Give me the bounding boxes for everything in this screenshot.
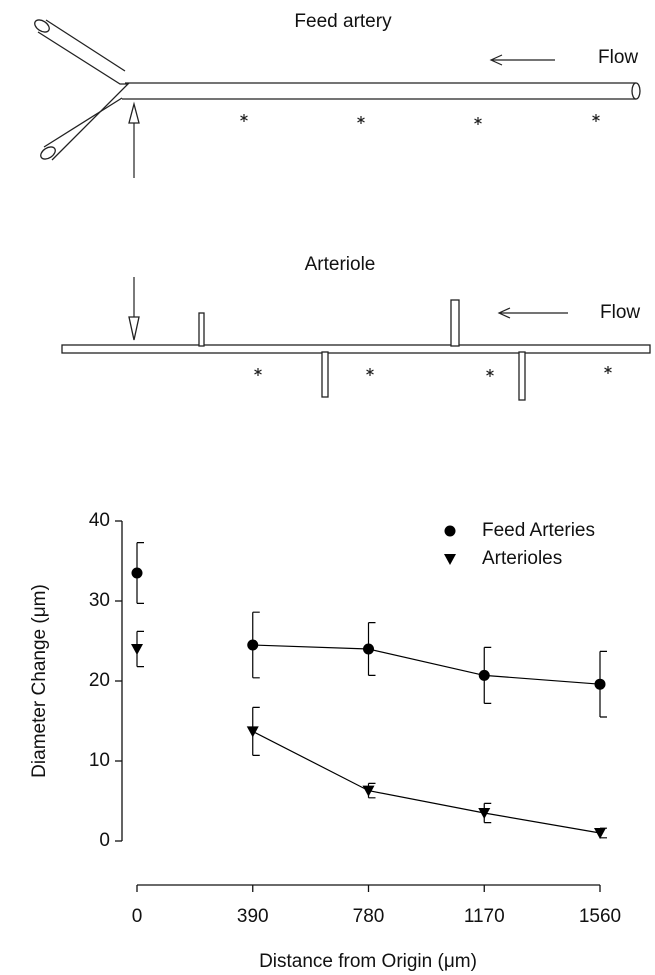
legend-marker <box>445 526 456 537</box>
data-point <box>131 644 143 655</box>
data-point <box>363 644 374 655</box>
legend-marker <box>444 554 456 565</box>
series-line <box>253 645 600 684</box>
side-branch <box>451 300 459 346</box>
side-branch <box>322 352 328 397</box>
x-tick-label: 1560 <box>579 906 621 927</box>
figure: Feed artery Flow Arteriole Flow Diameter… <box>0 0 655 975</box>
feed-artery-diagram: Feed artery Flow <box>33 11 640 178</box>
side-branch <box>199 313 204 346</box>
series-line <box>253 731 600 833</box>
data-point <box>247 640 258 651</box>
branch-outline <box>38 32 128 160</box>
tube-end <box>632 83 640 99</box>
x-tick-label: 390 <box>237 906 269 927</box>
asterisks <box>255 366 612 377</box>
y-tick-label: 20 <box>89 670 110 691</box>
diagram-title: Arteriole <box>305 254 376 275</box>
x-tick-label: 1170 <box>464 906 505 927</box>
tube-end <box>33 17 52 34</box>
y-tick-label: 30 <box>89 590 110 611</box>
diagram-title: Feed artery <box>294 11 392 32</box>
flow-label: Flow <box>600 302 640 323</box>
arrow-head <box>129 317 139 340</box>
side-branch <box>519 352 525 400</box>
y-tick-label: 10 <box>89 750 110 771</box>
x-axis-label: Distance from Origin (μm) <box>259 951 477 972</box>
y-tick-label: 40 <box>89 510 110 531</box>
data-point <box>132 568 143 579</box>
flow-label: Flow <box>598 47 638 68</box>
y-axis-label: Diameter Change (μm) <box>29 584 50 778</box>
data-point <box>595 679 606 690</box>
asterisks <box>241 114 600 125</box>
tube <box>62 345 650 353</box>
legend-label: Arterioles <box>482 548 562 569</box>
y-tick-label: 0 <box>99 830 110 851</box>
legend-label: Feed Arteries <box>482 520 595 541</box>
data-point <box>247 726 259 737</box>
arrow-head <box>129 104 139 123</box>
x-tick-label: 780 <box>353 906 385 927</box>
data-point <box>479 670 490 681</box>
x-tick-label: 0 <box>132 906 143 927</box>
arteriole-diagram: Arteriole Flow <box>62 254 650 400</box>
